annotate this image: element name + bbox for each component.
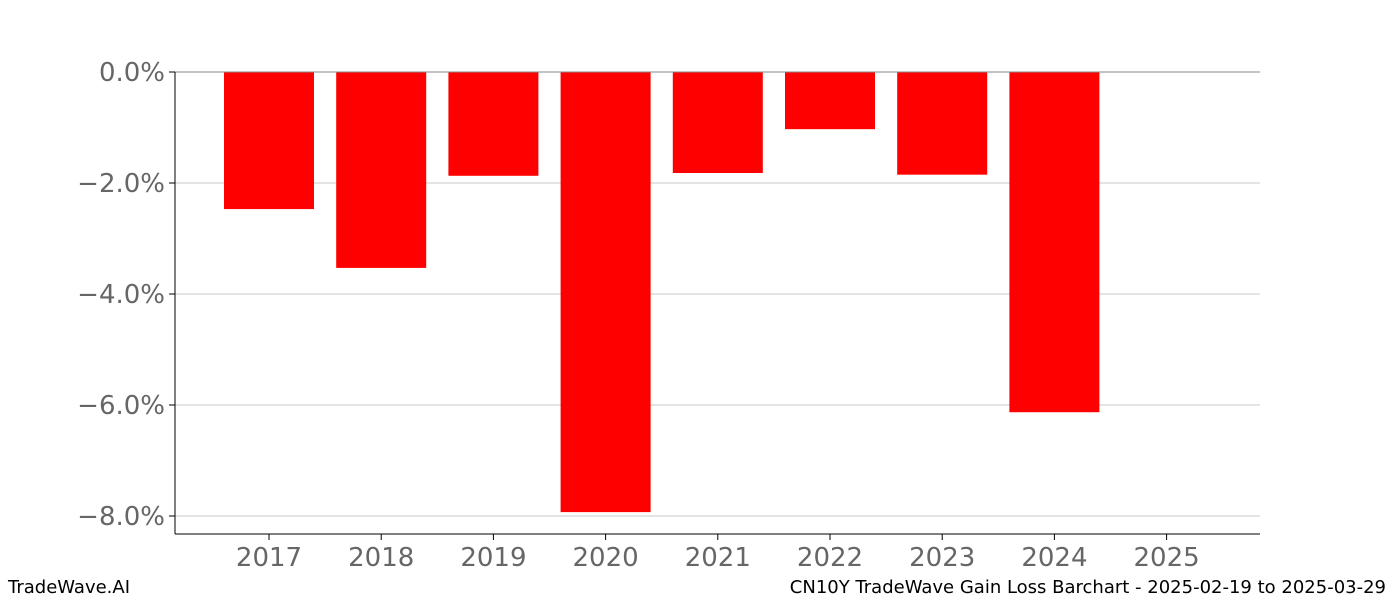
y-tick-label: −2.0% — [77, 169, 165, 199]
y-tick-label: −4.0% — [77, 280, 165, 310]
x-tick-label: 2018 — [348, 543, 414, 573]
bar-2020 — [560, 72, 651, 513]
bar-2022 — [785, 72, 875, 130]
bar-2024 — [1009, 72, 1100, 413]
x-tick-label: 2019 — [460, 543, 526, 573]
x-tick-label: 2020 — [573, 543, 639, 573]
x-tick-label: 2022 — [797, 543, 863, 573]
x-tick-label: 2024 — [1021, 543, 1087, 573]
y-tick-label: 0.0% — [99, 58, 165, 88]
x-tick-label: 2017 — [236, 543, 302, 573]
x-tick-label: 2025 — [1134, 543, 1200, 573]
y-axis-ticks: 0.0% −2.0% −4.0% −6.0% −8.0% — [77, 58, 175, 532]
x-tick-label: 2023 — [909, 543, 975, 573]
bar-2017 — [224, 72, 314, 210]
x-axis-ticks: 2017 2018 2019 2020 2021 2022 2023 2024 2025 — [236, 534, 1200, 573]
bar-2019 — [448, 72, 539, 176]
brand-label: TradeWave.AI — [8, 577, 131, 598]
bar-2023 — [897, 72, 988, 175]
y-tick-label: −6.0% — [77, 391, 165, 421]
bars — [224, 72, 1100, 513]
bar-2018 — [336, 72, 427, 268]
y-tick-label: −8.0% — [77, 502, 165, 532]
chart-caption: CN10Y TradeWave Gain Loss Barchart - 202… — [789, 577, 1386, 598]
bar-2021 — [672, 72, 763, 174]
x-tick-label: 2021 — [685, 543, 751, 573]
